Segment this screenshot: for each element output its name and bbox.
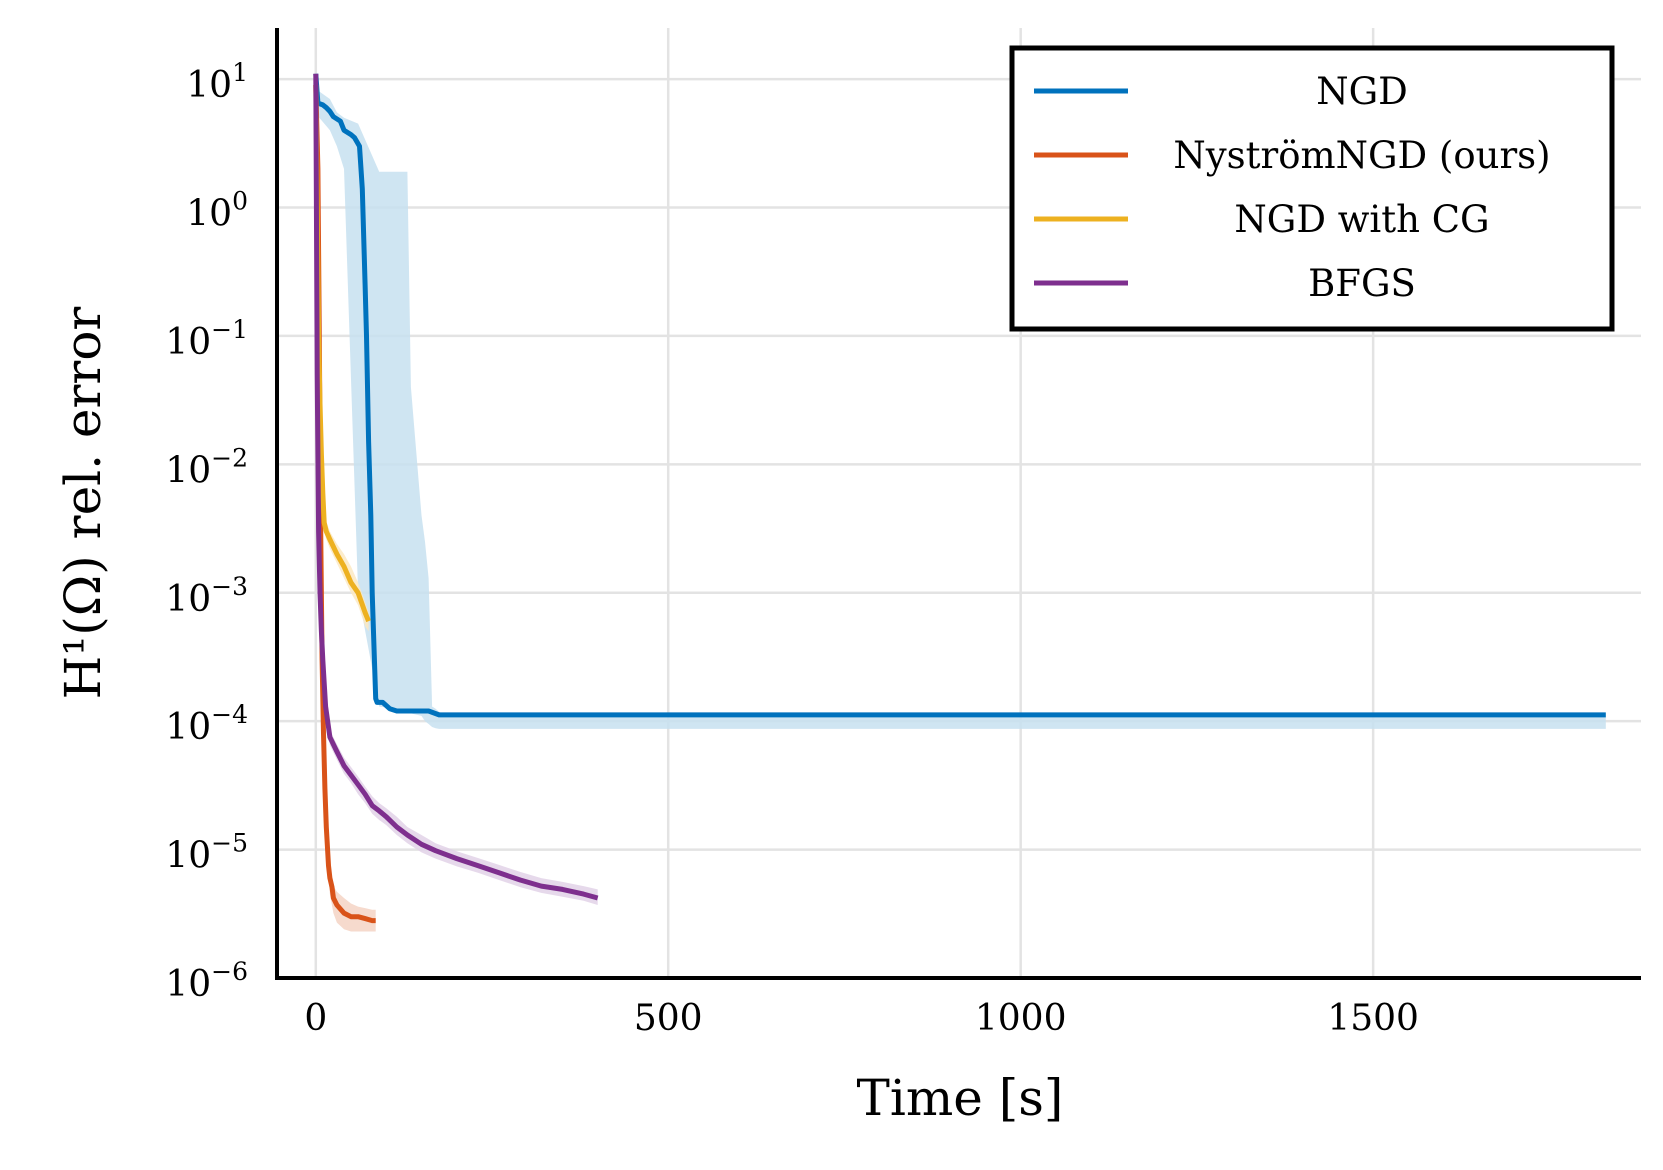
series-line-ngd <box>313 73 1606 718</box>
x-tick-label: 1000 <box>975 998 1067 1039</box>
x-axis-title: Time [s] <box>857 1069 1064 1127</box>
legend-label-bfgs: BFGS <box>1308 262 1416 305</box>
y-tick-label: 10−6 <box>165 957 248 1005</box>
y-tick-label: 10−2 <box>165 443 248 491</box>
y-tick-label: 100 <box>186 187 248 235</box>
x-tick-label: 1500 <box>1327 998 1419 1039</box>
y-tick-label: 101 <box>186 58 248 106</box>
x-tick-label: 0 <box>304 998 327 1039</box>
axes <box>275 28 1641 980</box>
y-tick-label: 10−4 <box>165 700 248 748</box>
series-line-bfgs <box>313 73 599 901</box>
legend-label-ngd-with-cg: NGD with CG <box>1234 198 1489 241</box>
x-tick-label: 500 <box>634 998 703 1039</box>
y-tick-label: 10−5 <box>165 829 248 877</box>
y-tick-label: 10−1 <box>165 315 248 363</box>
y-axis-title: H¹(Ω) rel. error <box>54 307 112 700</box>
legend: NGD NyströmNGD (ours) NGD with CG BFGS <box>1009 45 1615 332</box>
y-tick-label: 10−3 <box>165 572 248 620</box>
tick-labels: 0 500 1000 1500 101 100 10−1 10−2 10−3 10−4 10−5 10… <box>165 58 1419 1039</box>
legend-label-ngd: NGD <box>1316 70 1408 113</box>
series-lines <box>313 73 1606 924</box>
legend-label-nystr-mngd-ours: NyströmNGD (ours) <box>1173 134 1550 177</box>
